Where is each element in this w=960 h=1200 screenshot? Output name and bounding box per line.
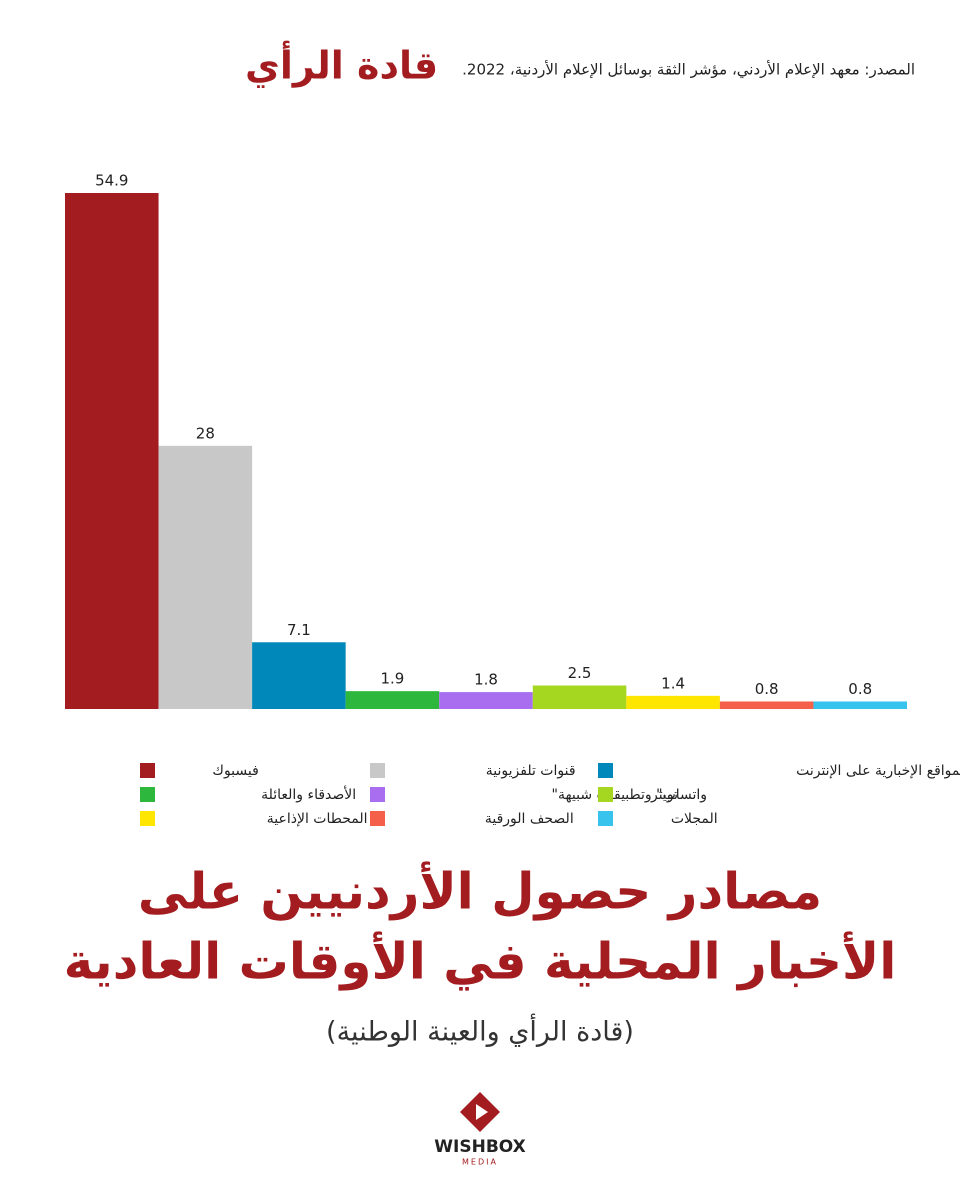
legend-swatch	[598, 787, 613, 802]
legend-label: قنوات تلفزيونية	[486, 763, 576, 779]
bar	[252, 642, 346, 709]
bar	[345, 691, 440, 709]
bar	[719, 701, 814, 709]
bar	[439, 692, 533, 709]
legend-label: المواقع الإخبارية على الإنترنت	[796, 763, 960, 779]
legend-label: الأصدقاء والعائلة	[261, 785, 356, 803]
data-label: 28	[196, 424, 215, 442]
data-label: 1.8	[474, 671, 498, 689]
source: المصدر: معهد الإعلام الأردني، مؤشر الثقة…	[462, 60, 915, 80]
data-label: 54.9	[95, 172, 128, 190]
legend-label: واتساب" وتطبيقات شبيهة"	[552, 787, 708, 803]
legend-swatch	[370, 811, 385, 826]
legend-label: المحطات الإذاعية	[267, 811, 368, 827]
logo-tagline: MEDIA	[462, 1158, 498, 1167]
legend-label: المجلات	[671, 811, 718, 827]
legend-swatch	[370, 763, 385, 778]
legend-label: فيسبوك	[212, 763, 258, 779]
data-label: 1.9	[381, 670, 405, 688]
legend-swatch	[598, 811, 613, 826]
data-label: 7.1	[287, 621, 311, 639]
bar	[65, 193, 159, 709]
subtitle: (قادة الرأي والعينة الوطنية)	[326, 1013, 634, 1048]
logo-play	[476, 1104, 488, 1120]
bar	[813, 701, 907, 709]
title-line: الأخبار المحلية في الأوقات العادية	[64, 931, 897, 992]
logo-name: WISHBOX	[434, 1137, 525, 1157]
data-label: 1.4	[661, 674, 685, 692]
legend-swatch	[140, 787, 155, 802]
legend-label: الصحف الورقية	[485, 811, 574, 827]
bar	[532, 685, 627, 709]
bar-chart: 54.9 28 7.1 1.9 1.8 2.5 1.4 0.8 0.8	[65, 172, 907, 709]
data-label: 0.8	[848, 680, 872, 698]
bar	[626, 695, 720, 709]
title-line: مصادر حصول الأردنيين على	[138, 861, 822, 922]
legend-swatch	[140, 763, 155, 778]
data-label: 2.5	[568, 664, 592, 682]
legend-swatch	[598, 763, 613, 778]
legend-label: تويتر	[650, 787, 678, 803]
bar	[158, 445, 253, 709]
legend-swatch	[140, 811, 155, 826]
brand: قادة الرأي	[245, 41, 438, 88]
legend-swatch	[370, 787, 385, 802]
logo: WISHBOX MEDIA	[434, 1092, 526, 1167]
legend: فيسبوك قنوات تلفزيونية المواقع الإخبارية ع…	[140, 763, 960, 827]
data-label: 0.8	[755, 680, 779, 698]
